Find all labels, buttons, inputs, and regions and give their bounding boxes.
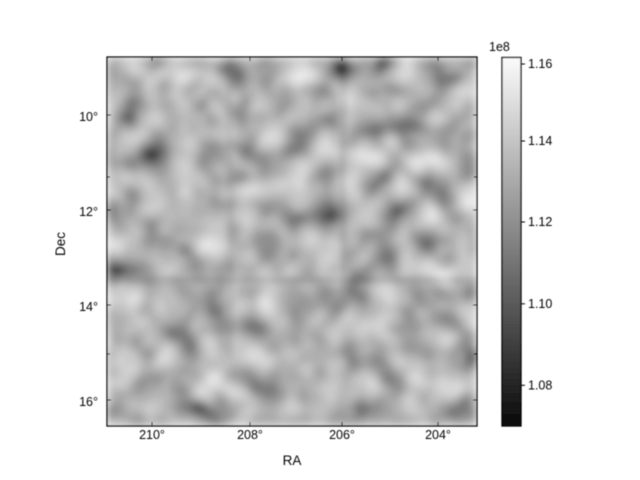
svg-text:16°: 16° [79,395,98,409]
svg-text:1.14: 1.14 [528,134,552,148]
svg-text:204°: 204° [425,428,451,442]
svg-text:1e8: 1e8 [489,40,510,54]
svg-text:210°: 210° [139,428,165,442]
svg-text:RA: RA [283,453,302,468]
svg-text:206°: 206° [329,428,355,442]
svg-text:1.08: 1.08 [528,378,552,392]
svg-text:14°: 14° [79,300,98,314]
svg-text:1.10: 1.10 [528,297,552,311]
svg-text:10°: 10° [79,110,98,124]
svg-text:208°: 208° [237,428,263,442]
svg-text:1.16: 1.16 [528,57,552,71]
svg-text:Dec: Dec [53,232,68,256]
svg-text:12°: 12° [79,205,98,219]
svg-text:1.12: 1.12 [528,215,552,229]
